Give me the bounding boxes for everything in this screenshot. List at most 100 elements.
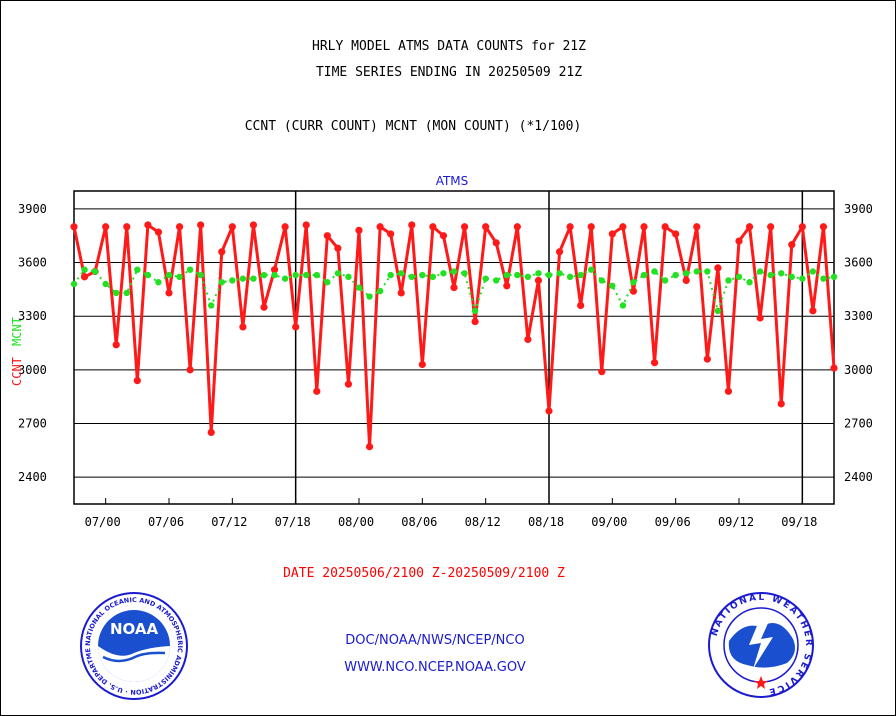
data-point-mcnt: [651, 268, 658, 275]
data-point-mcnt: [366, 293, 373, 300]
data-point-mcnt: [778, 270, 785, 277]
data-point-ccnt: [144, 221, 152, 229]
data-point-ccnt: [387, 230, 395, 238]
data-point-mcnt: [292, 271, 299, 279]
data-point-mcnt: [756, 268, 764, 275]
data-point-mcnt: [630, 279, 637, 286]
data-point-mcnt: [493, 277, 500, 284]
org-url[interactable]: WWW.NCO.NCEP.NOAA.GOV: [344, 660, 526, 675]
data-point-mcnt: [208, 302, 215, 309]
y-tick-label-right: 2700: [844, 417, 873, 431]
data-point-mcnt: [714, 307, 722, 315]
data-point-mcnt: [767, 271, 774, 279]
data-point-ccnt: [249, 221, 258, 229]
data-point-mcnt: [471, 307, 479, 315]
data-point-mcnt: [239, 275, 247, 282]
data-point-ccnt: [756, 314, 764, 322]
data-point-ccnt: [197, 221, 205, 229]
data-point-mcnt: [524, 273, 532, 281]
y-axis-label-ccnt: CCNT: [10, 357, 24, 386]
data-point-mcnt: [355, 284, 363, 291]
data-point-mcnt: [81, 266, 88, 273]
data-point-mcnt: [609, 282, 616, 289]
data-point-mcnt: [461, 270, 468, 277]
data-point-ccnt: [492, 239, 500, 247]
data-point-ccnt: [365, 443, 374, 451]
x-tick-label: 07/06: [148, 515, 184, 529]
y-tick-label: 2700: [18, 417, 47, 431]
data-point-mcnt: [482, 275, 489, 282]
data-point-mcnt: [788, 273, 795, 281]
data-point-mcnt: [588, 266, 595, 273]
data-point-ccnt: [703, 355, 711, 363]
x-tick-label: 08/06: [401, 515, 437, 529]
y-axis-label-mcnt: MCNT: [10, 317, 24, 346]
chart-title-line-1: HRLY MODEL ATMS DATA COUNTS for 21Z: [312, 39, 586, 54]
data-point-ccnt: [408, 221, 416, 229]
y-tick-label: 3900: [18, 202, 47, 216]
chart-title-line-2: TIME SERIES ENDING IN 20250509 21Z: [315, 65, 583, 80]
data-point-ccnt: [693, 223, 701, 231]
data-point-ccnt: [555, 248, 564, 256]
data-point-mcnt: [725, 277, 732, 284]
data-point-mcnt: [303, 271, 310, 279]
data-point-mcnt: [387, 271, 394, 279]
data-point-mcnt: [419, 271, 426, 279]
data-point-ccnt: [281, 223, 289, 231]
x-tick-label: 08/18: [528, 515, 564, 529]
date-range-label: DATE 20250506/2100 Z-20250509/2100 Z: [283, 566, 565, 581]
data-point-mcnt: [91, 268, 99, 275]
y-tick-label-right: 3600: [844, 256, 873, 270]
data-point-mcnt: [704, 268, 711, 275]
data-point-ccnt: [175, 223, 184, 231]
data-point-ccnt: [344, 380, 353, 388]
data-point-mcnt: [155, 279, 162, 286]
x-tick-label: 07/00: [85, 515, 121, 529]
x-tick-label: 09/00: [591, 515, 627, 529]
data-point-ccnt: [260, 303, 268, 311]
data-point-ccnt: [587, 223, 595, 231]
data-point-ccnt: [123, 223, 131, 231]
data-point-mcnt: [186, 266, 194, 273]
data-point-mcnt: [619, 302, 627, 309]
data-point-mcnt: [545, 271, 553, 279]
data-point-ccnt: [777, 400, 785, 408]
data-point-ccnt: [830, 364, 838, 372]
data-point-ccnt: [154, 228, 163, 236]
y-tick-label: 2400: [18, 470, 47, 484]
data-point-ccnt: [460, 223, 469, 231]
data-point-ccnt: [809, 307, 817, 315]
data-point-ccnt: [503, 282, 511, 290]
data-point-ccnt: [524, 335, 532, 344]
x-tick-label: 09/06: [655, 515, 691, 529]
data-point-ccnt: [661, 223, 669, 231]
data-point-mcnt: [830, 273, 838, 281]
data-point-mcnt: [566, 273, 574, 281]
x-tick-label: 07/12: [211, 515, 247, 529]
data-point-ccnt: [70, 223, 78, 231]
x-tick-label: 09/12: [718, 515, 754, 529]
y-tick-label: 3600: [18, 256, 47, 270]
data-point-mcnt: [598, 277, 605, 284]
data-point-mcnt: [683, 270, 690, 277]
data-point-mcnt: [176, 273, 183, 281]
y-tick-label-right: 2400: [844, 470, 873, 484]
data-point-ccnt: [640, 223, 648, 231]
data-point-ccnt: [513, 223, 521, 231]
data-point-mcnt: [134, 266, 141, 273]
plot-title: ATMS: [436, 174, 469, 188]
data-point-ccnt: [218, 248, 226, 256]
data-point-ccnt: [577, 301, 585, 310]
plot-area: [73, 190, 835, 505]
data-point-mcnt: [735, 273, 743, 281]
data-point-ccnt: [239, 323, 247, 331]
data-point-ccnt: [376, 223, 384, 231]
data-point-ccnt: [270, 266, 279, 274]
data-point-ccnt: [186, 366, 194, 374]
data-point-mcnt: [70, 280, 78, 288]
data-point-mcnt: [398, 270, 405, 277]
data-point-ccnt: [292, 323, 300, 331]
data-point-mcnt: [334, 270, 342, 277]
